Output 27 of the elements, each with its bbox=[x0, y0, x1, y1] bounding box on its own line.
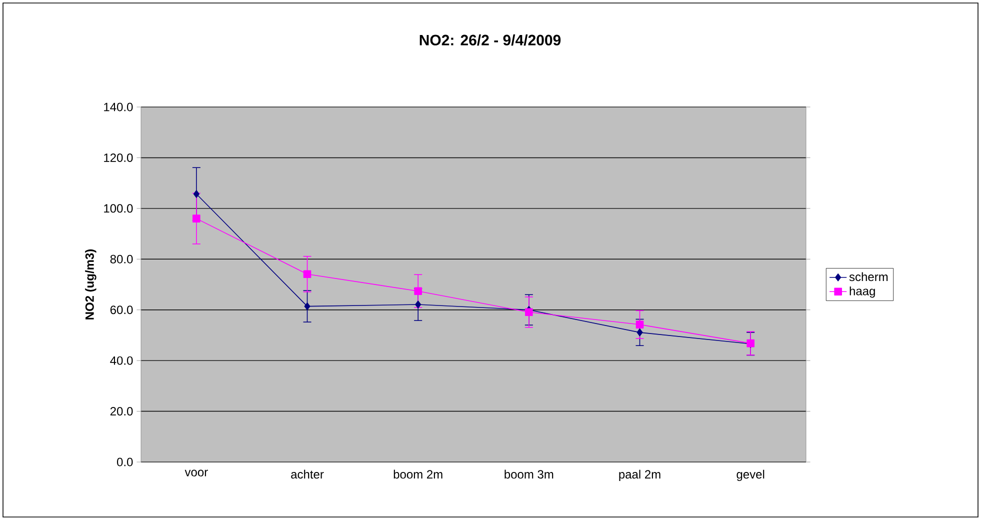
x-tick-label: paal 2m bbox=[619, 470, 660, 481]
x-tick-label: voor bbox=[184, 470, 208, 476]
point bbox=[636, 328, 643, 336]
x-tick-label: achter bbox=[291, 470, 324, 479]
y-axis-title: NO2 (ug/m3) bbox=[85, 249, 96, 320]
point bbox=[192, 214, 200, 222]
point bbox=[414, 287, 422, 295]
legend-label: haag bbox=[850, 286, 875, 298]
legend-label: scherm bbox=[849, 272, 888, 282]
point bbox=[304, 302, 310, 310]
chart-title: NO2: 26/2 - 9/4/2009 bbox=[420, 34, 561, 46]
y-tick-label: 20.0 bbox=[110, 407, 133, 416]
y-tick-label: 140.0 bbox=[104, 102, 133, 112]
point bbox=[303, 270, 312, 278]
point bbox=[193, 190, 200, 198]
y-tick-label: 60.0 bbox=[110, 306, 133, 314]
point bbox=[636, 320, 644, 328]
y-tick-label: 40.0 bbox=[110, 356, 133, 365]
y-tick-label: 100.0 bbox=[104, 204, 133, 213]
point bbox=[415, 300, 422, 308]
x-tick-label: boom 2m bbox=[394, 470, 442, 479]
y-tick-label: 80.0 bbox=[110, 254, 133, 264]
y-tick-label: 0.0 bbox=[116, 458, 133, 466]
y-tick-label: 120.0 bbox=[104, 153, 133, 162]
point bbox=[525, 308, 533, 316]
x-tick-label: gevel bbox=[736, 470, 764, 481]
x-tick-label: boom 3m bbox=[504, 470, 554, 479]
